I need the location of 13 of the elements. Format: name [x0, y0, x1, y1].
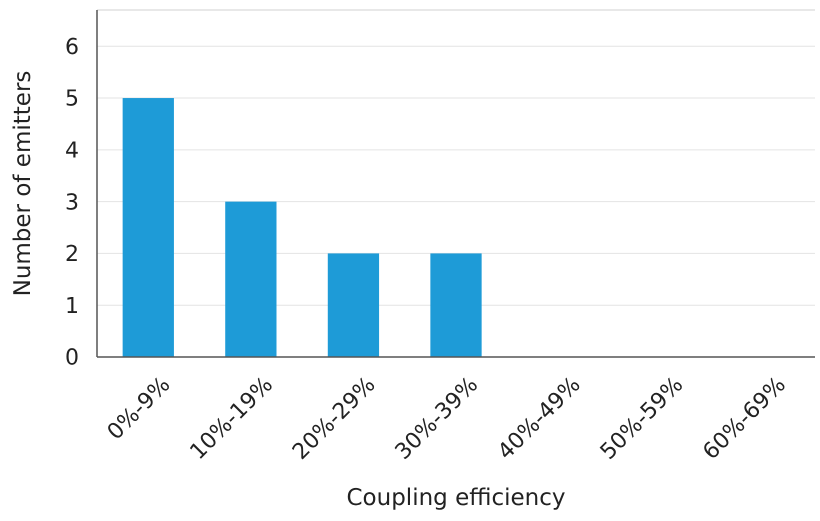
- y-tick-label: 5: [65, 86, 79, 112]
- y-tick-label: 4: [65, 138, 79, 164]
- y-tick-label: 3: [65, 190, 79, 216]
- bar: [430, 253, 482, 357]
- y-tick-label: 2: [65, 242, 79, 268]
- bar: [225, 202, 276, 357]
- x-axis-title: Coupling efficiency: [346, 485, 566, 511]
- y-tick-label: 6: [65, 34, 79, 60]
- bar: [122, 98, 174, 357]
- y-axis-title: Number of emitters: [10, 70, 36, 296]
- bar: [328, 253, 380, 357]
- y-tick-label: 1: [65, 294, 79, 319]
- y-tick-label: 0: [65, 346, 79, 371]
